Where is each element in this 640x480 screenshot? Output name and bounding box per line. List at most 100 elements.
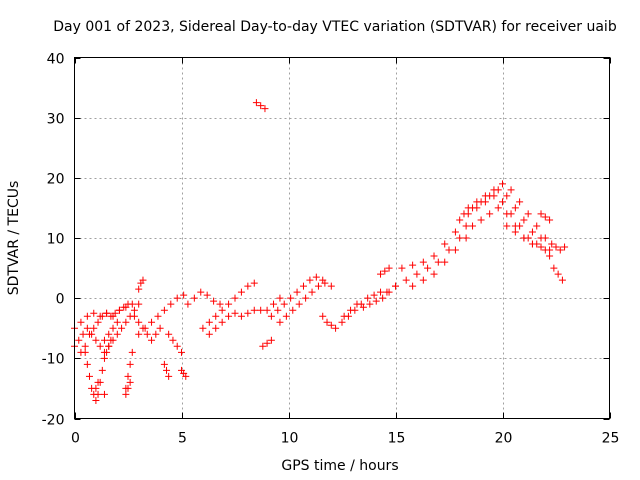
data-point	[111, 309, 119, 317]
series-track-2	[71, 318, 121, 350]
data-point	[94, 390, 102, 398]
data-point	[81, 342, 89, 350]
data-point	[499, 180, 506, 188]
data-point	[464, 204, 472, 212]
y-axis-label: SDTVAR / TECUs	[6, 181, 22, 296]
y-tick-label: 40	[47, 52, 65, 68]
data-point	[212, 312, 220, 320]
data-point	[306, 276, 314, 284]
data-point	[143, 330, 151, 338]
data-point	[85, 372, 93, 380]
series-track-34	[469, 204, 536, 248]
data-point	[130, 312, 138, 320]
data-point	[370, 291, 378, 299]
series-track-26	[340, 282, 399, 320]
data-point	[75, 336, 83, 344]
data-point	[90, 324, 98, 332]
series-track-37	[541, 246, 566, 284]
series-track-15	[178, 366, 190, 380]
data-point	[550, 264, 558, 272]
data-point	[528, 240, 536, 248]
data-point	[92, 396, 100, 404]
series-track-14	[165, 330, 185, 356]
data-point	[289, 306, 297, 314]
data-point	[205, 318, 213, 326]
series-track-23	[276, 279, 335, 326]
data-point	[299, 282, 307, 290]
data-point	[113, 330, 121, 338]
series-track-10	[135, 276, 147, 293]
data-point	[135, 318, 143, 326]
data-point	[173, 294, 181, 302]
data-point	[511, 204, 519, 212]
data-point	[490, 186, 498, 194]
data-point	[379, 294, 387, 302]
series-track-21	[259, 336, 275, 350]
data-point	[366, 300, 374, 308]
data-point	[218, 318, 226, 326]
axis-ticks	[74, 57, 611, 420]
data-point	[163, 366, 171, 374]
data-point	[83, 312, 91, 320]
data-point	[267, 336, 275, 344]
data-point	[456, 234, 464, 242]
data-point	[173, 342, 181, 350]
data-point	[244, 309, 252, 317]
data-point	[561, 243, 569, 251]
data-point	[332, 324, 340, 332]
data-point	[98, 312, 106, 320]
data-point	[83, 360, 91, 368]
data-point	[182, 372, 190, 380]
data-point	[340, 312, 348, 320]
series-track-7	[100, 300, 143, 356]
data-point	[139, 276, 147, 284]
data-point	[434, 258, 442, 266]
data-point	[231, 294, 239, 302]
data-point	[135, 300, 143, 308]
data-point	[85, 330, 93, 338]
data-point	[169, 336, 177, 344]
data-point	[210, 297, 218, 305]
data-point	[511, 222, 519, 230]
data-point	[556, 246, 564, 254]
data-point	[524, 210, 532, 218]
data-point	[216, 300, 224, 308]
data-point	[94, 318, 102, 326]
data-point	[225, 312, 233, 320]
data-point	[128, 348, 136, 356]
data-point	[81, 348, 89, 356]
y-tick-label: -20	[42, 413, 65, 429]
data-point	[312, 273, 320, 281]
y-tick-label: -10	[42, 352, 65, 368]
data-point	[107, 312, 115, 320]
x-axis-label: GPS time / hours	[281, 458, 398, 474]
data-point	[477, 216, 485, 224]
data-point	[165, 330, 173, 338]
data-point	[141, 324, 149, 332]
x-tick-label: 10	[281, 431, 299, 447]
data-point	[364, 294, 372, 302]
data-point	[274, 306, 282, 314]
data-point	[353, 300, 361, 308]
data-point	[130, 306, 138, 314]
series-track-31	[456, 192, 541, 248]
data-point	[154, 312, 162, 320]
data-point	[528, 228, 536, 236]
data-point	[148, 318, 156, 326]
data-point	[499, 198, 506, 206]
data-point	[237, 312, 245, 320]
data-point	[327, 282, 335, 290]
data-point	[402, 276, 410, 284]
series-track-32	[460, 186, 545, 242]
x-tick-label: 5	[178, 431, 187, 447]
data-point	[462, 234, 470, 242]
data-point	[135, 330, 143, 338]
data-point	[90, 309, 98, 317]
data-point	[392, 282, 399, 290]
series-track-36	[537, 210, 554, 224]
data-point	[92, 384, 100, 392]
data-point	[503, 210, 511, 218]
data-point	[122, 318, 130, 326]
data-point	[546, 252, 554, 260]
